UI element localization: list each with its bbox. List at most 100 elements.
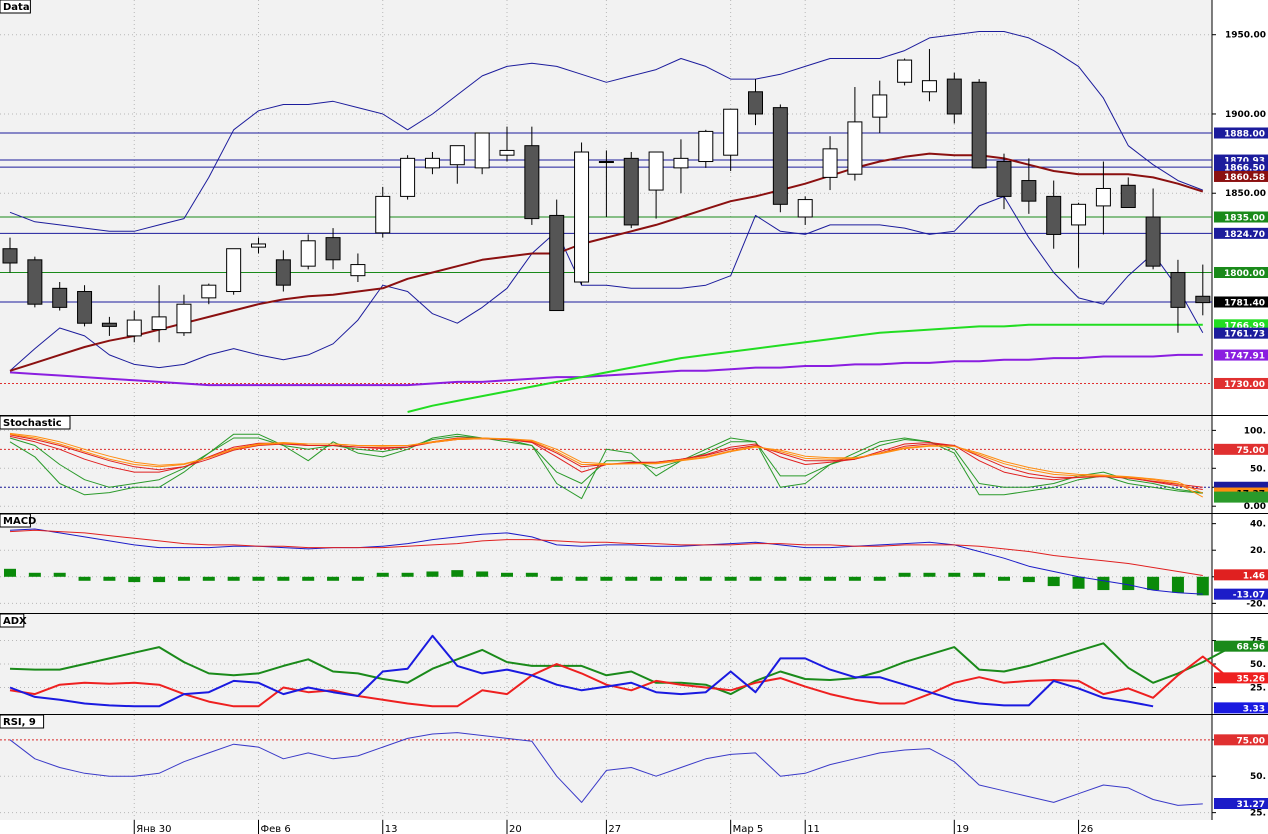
candle: [126, 319, 142, 337]
date-axis-background: [0, 820, 1268, 834]
value-tag-label: 75.00: [1237, 736, 1265, 746]
pane-title-text: Stochastic: [3, 418, 62, 429]
date-axis: Янв 30 Фев 6 13 20 27 Мар 5 11 19 26: [0, 820, 1268, 834]
value-tag: [1214, 569, 1268, 581]
pane-title-text: ADX: [3, 616, 27, 627]
pane-title-box: [0, 714, 45, 729]
candle: [921, 80, 937, 93]
candle: [748, 91, 763, 115]
candle: [549, 214, 565, 312]
candle: [424, 157, 440, 169]
candle: [872, 94, 888, 118]
macd-histogram-bar: [376, 572, 389, 577]
value-tag-label: 31.27: [1237, 800, 1265, 810]
pane-title-text: Data: [3, 2, 30, 13]
value-tag-label: 68.96: [1237, 643, 1265, 653]
macd-histogram-bar: [973, 572, 986, 577]
date-tick-label: 13: [385, 824, 398, 834]
value-tag: [1214, 349, 1268, 361]
candle: [1195, 295, 1211, 304]
macd-histogram-bar: [53, 572, 66, 577]
value-tag: [1214, 161, 1268, 173]
value-tag: [1214, 588, 1268, 600]
macd-histogram-bar: [1022, 576, 1035, 583]
candle: [52, 287, 68, 308]
candle: [822, 148, 838, 178]
candle: [946, 78, 962, 115]
value-tag-label: 1766.99: [1224, 321, 1265, 331]
macd-histogram-bar: [451, 570, 464, 577]
value-tag-label: 1860.58: [1224, 173, 1265, 183]
indicator-line-2: [9, 435, 1203, 494]
candle: [1145, 216, 1161, 267]
candle: [375, 195, 391, 234]
date-tick-label: Фев 6: [261, 824, 291, 834]
y-tick-label: 1900.00: [1225, 110, 1266, 120]
value-tag: [1214, 377, 1268, 389]
value-tag-label: -13.07: [1233, 591, 1265, 601]
value-tag: [1214, 640, 1268, 652]
macd-histogram-bar: [674, 576, 687, 581]
candle: [275, 259, 291, 286]
y-tick-label: -20.: [1246, 599, 1266, 609]
macd-histogram-bar: [401, 572, 414, 577]
y-tick-label: 20.: [1250, 546, 1266, 556]
value-tag-label: 1888.00: [1224, 129, 1265, 139]
macd-histogram-bar: [252, 576, 265, 581]
value-tag: [1214, 154, 1268, 166]
y-tick-label: 40.: [1250, 520, 1266, 530]
macd-histogram-bar: [898, 572, 911, 577]
y-tick-label: 1850.00: [1225, 189, 1266, 199]
macd-histogram-bar: [103, 576, 116, 581]
pane-title-text: RSI, 9: [3, 717, 36, 728]
value-tag-label: 3.33: [1243, 704, 1265, 714]
macd-histogram-bar: [799, 576, 812, 581]
candle: [772, 107, 788, 205]
value-tag: [1214, 266, 1268, 278]
value-tag-label: 1781.40: [1224, 298, 1265, 308]
macd-histogram-bar: [177, 576, 190, 581]
candle: [400, 157, 416, 197]
candle: [27, 259, 43, 305]
date-tick-label: 20: [509, 824, 522, 834]
macd-histogram-bar: [625, 576, 638, 581]
pane-title-box: [0, 0, 31, 14]
price-axis-background: [1212, 0, 1268, 415]
candle: [474, 132, 490, 169]
macd-histogram-bar: [78, 576, 91, 581]
candle: [847, 121, 863, 175]
candle: [2, 248, 18, 264]
value-tag-label: 1824.70: [1224, 230, 1265, 240]
value-tag: [1214, 319, 1268, 331]
pane-data: 1950.00 1900.00 1850.00 1888.00 1870.931866.…: [0, 0, 1268, 416]
value-tag: [1214, 481, 1268, 493]
value-tag: [1214, 170, 1268, 182]
value-tag: [1214, 734, 1268, 746]
value-tag-label: 1835.00: [1224, 214, 1265, 224]
macd-histogram-bar: [28, 572, 41, 577]
y-tick-label: 50.: [1250, 660, 1266, 670]
date-tick-label: Янв 30: [136, 824, 171, 834]
macd-histogram-bar: [824, 576, 837, 581]
macd-histogram-bar: [699, 576, 712, 581]
value-tag: [1214, 702, 1268, 714]
indicator-line-2: [9, 655, 1229, 708]
date-tick-label: 19: [956, 824, 969, 834]
macd-histogram-bar: [575, 576, 588, 581]
pane-title: MACD: [0, 513, 36, 528]
date-tick-label: Мар 5: [733, 824, 764, 834]
y-tick-label: 50.: [1250, 464, 1266, 474]
macd-histogram-bar: [749, 576, 762, 581]
pane-title: Stochastic: [0, 415, 71, 430]
candle: [1071, 203, 1087, 226]
macd-histogram-bar: [525, 572, 538, 577]
candle: [648, 151, 664, 191]
indicator-line-6: [9, 432, 1204, 494]
value-tag: [1214, 296, 1268, 308]
macd-histogram-bar: [501, 572, 513, 577]
candle: [897, 59, 913, 83]
